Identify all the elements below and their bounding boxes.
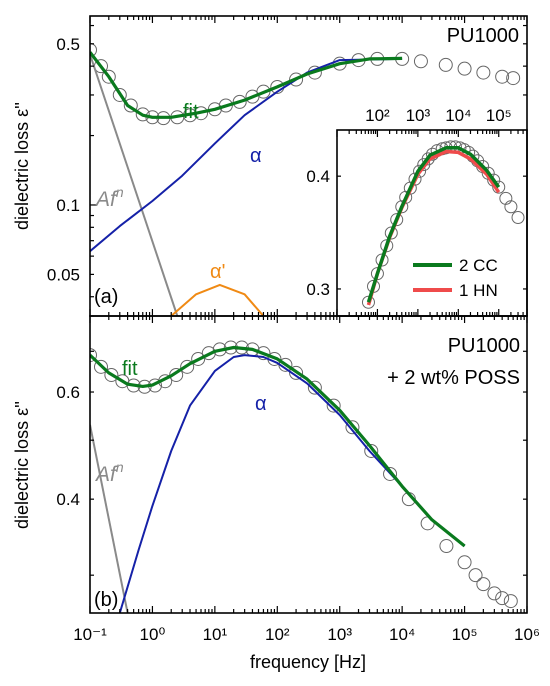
panel-b-data-point: [256, 346, 271, 361]
panel-b-frame: [89, 315, 528, 614]
panel-a-data-point: [112, 87, 127, 102]
panel-b-data-point: [90, 348, 97, 363]
panel-b-power-law-exponent: n: [116, 459, 124, 475]
legend-label-2cc: 2 CC: [459, 256, 498, 275]
panel-b-sample-label-2: + 2 wt% POSS: [387, 367, 520, 389]
panel-a-power_law-curve: [90, 54, 179, 316]
panel-b-data-point: [104, 367, 119, 382]
panel-b-data-point: [468, 568, 483, 583]
inset-panel: 10² 10³ 10⁴ 10⁵ 0.3 0.4: [306, 106, 528, 317]
panel-b-data-point: [487, 586, 502, 601]
inset-data-point: [395, 200, 409, 214]
panel-b-y-tick-label: 0.6: [56, 383, 80, 402]
panel-a-data-point: [256, 84, 271, 99]
panel-b-data-point: [476, 577, 491, 592]
panel-b-fit-annotation: fit: [122, 358, 138, 380]
inset-data-point: [421, 152, 435, 166]
inset-x-tick-label: 10⁵: [486, 106, 512, 125]
panel-a-data-point: [90, 43, 97, 57]
inset-data-point: [384, 226, 398, 240]
inset-x-tick-label: 10²: [365, 106, 390, 125]
panel-a-label: (a): [94, 286, 118, 308]
panel-b-alpha-curve: [118, 354, 466, 613]
x-tick-label: 10⁵: [452, 625, 478, 644]
panel-a-data-point: [438, 57, 453, 72]
x-tick-label: 10³: [327, 625, 352, 644]
panel-b-data-point: [503, 594, 518, 609]
panel-b-power_law-curve: [90, 424, 129, 613]
inset-data-point: [361, 295, 375, 309]
panel-b-power-law-base: Af: [94, 463, 118, 486]
panel-b-data-point: [307, 380, 322, 395]
panel-a-data-point: [476, 65, 491, 80]
inset-data-point: [504, 200, 518, 214]
panel-a-data-point: [495, 69, 510, 84]
x-tick-label: 10⁻¹: [73, 625, 107, 644]
panel-a-data-point: [135, 107, 150, 122]
panel-a-y-tick-label: 0.05: [47, 265, 80, 284]
panel-b-data-point: [345, 420, 360, 435]
panel-a-alpha-annotation: α: [250, 145, 262, 167]
panel-b-data-point: [191, 351, 206, 366]
inset-x-tick-label: 10³: [406, 106, 431, 125]
inset-y-tick-label: 0.4: [306, 167, 330, 186]
panel-b-data-point: [439, 539, 454, 554]
panel-a-power-law-base: Af: [94, 188, 118, 211]
panel-a-data-point: [457, 61, 472, 76]
panel-a-ylabel: dielectric loss ε'': [12, 102, 32, 230]
x-axis-label: frequency [Hz]: [250, 652, 366, 672]
x-tick-label: 10⁶: [514, 625, 540, 644]
panel-b-data-point: [289, 365, 304, 380]
inset-data-point: [390, 213, 404, 227]
panel-b-alpha-annotation: α: [255, 393, 267, 415]
x-tick-label: 10⁴: [389, 625, 415, 644]
panel-a-data-point: [101, 69, 116, 84]
panel-b-label: (b): [94, 589, 118, 611]
panel-a-alpha-prime-annotation: α': [210, 261, 225, 283]
panel-b-data-point: [326, 398, 341, 413]
panel-b-data-point: [180, 359, 195, 374]
inset-y-tick-label: 0.3: [306, 280, 330, 299]
panel-a-data-point: [413, 54, 428, 69]
inset-frame: [336, 129, 528, 317]
panel-a-power-law-annotation: Afn: [94, 184, 124, 211]
panel-b-data-point: [495, 591, 510, 606]
panel-b-data-point: [201, 346, 216, 361]
panel-b-power-law-annotation: Afn: [94, 459, 124, 486]
panel-b-sample-label: PU1000: [448, 335, 520, 357]
panel-b-ylabel: dielectric loss ε'': [12, 401, 32, 529]
legend-label-1hn: 1 HN: [459, 281, 498, 300]
x-tick-label: 10¹: [203, 625, 228, 644]
inset-data-point: [492, 180, 506, 194]
panel-a-y-tick-label: 0.1: [56, 196, 80, 215]
inset-data-point: [408, 172, 422, 186]
inset-data-point: [511, 210, 525, 224]
panel-a-fit-annotation: fit: [183, 101, 199, 123]
inset-x-tick-label: 10⁴: [445, 106, 471, 125]
panel-b-data-point: [364, 443, 379, 458]
inset-data-point: [413, 164, 427, 178]
x-tick-label: 10⁰: [140, 625, 166, 644]
panel-b-y-tick-label: 0.4: [56, 490, 80, 509]
panel-a-fit-curve: [90, 51, 403, 119]
panel-a-alpha-curve: [90, 57, 403, 252]
inset-2-cc-curve: [366, 146, 501, 303]
panel-a-sample-label: PU1000: [447, 25, 519, 47]
panel-b-data-point: [93, 359, 108, 374]
panel-b-data-point: [457, 555, 472, 570]
panel-a-data-point: [123, 98, 138, 113]
x-tick-label: 10²: [265, 625, 290, 644]
panel-a-data-point: [506, 71, 521, 86]
panel-a-data-point: [232, 94, 247, 109]
panel-a-alpha_prime-curve: [170, 283, 265, 316]
panel-a-power-law-exponent: n: [116, 184, 124, 200]
panel-b-fit-curve: [90, 345, 466, 548]
panel-a-y-tick-label: 0.5: [56, 35, 80, 54]
panel-b-data-point: [383, 466, 398, 481]
panel-a-data-point: [289, 72, 304, 87]
